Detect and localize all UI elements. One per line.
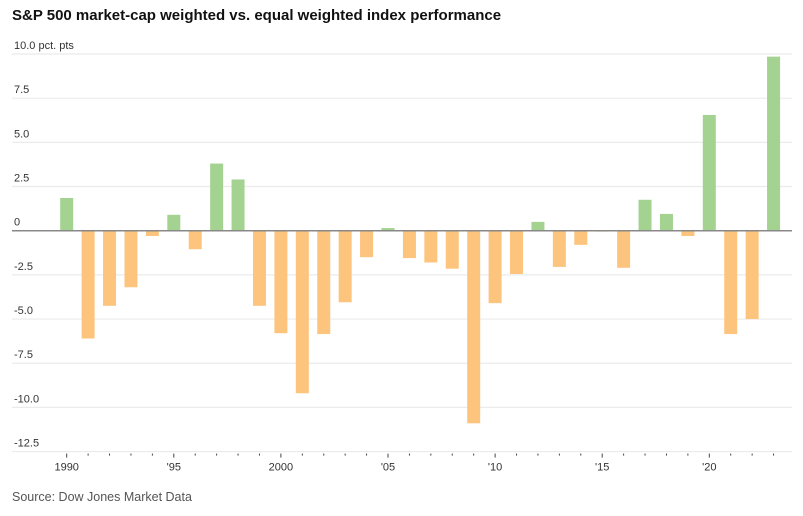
bar-2021 — [724, 230, 738, 335]
y-tick-label: -10.0 — [14, 393, 39, 405]
bar-2012 — [531, 221, 545, 231]
bar-1994 — [145, 230, 159, 237]
bar-2019 — [681, 230, 695, 237]
bar-2009 — [467, 230, 481, 424]
bar-1993 — [124, 230, 138, 288]
bar-2022 — [745, 230, 759, 320]
bar-2023 — [767, 56, 781, 231]
x-tick-label: '15 — [595, 462, 609, 474]
y-tick-label: 7.5 — [14, 84, 29, 96]
y-tick-label: -2.5 — [14, 261, 33, 273]
y-tick-label: -12.5 — [14, 438, 39, 450]
bar-1998 — [231, 179, 245, 231]
source-note: Source: Dow Jones Market Data — [12, 490, 192, 504]
bar-1999 — [252, 230, 266, 306]
bar-1990 — [60, 198, 74, 231]
y-tick-label: 10.0 pct. pts — [14, 40, 74, 52]
bar-2010 — [488, 230, 502, 304]
x-tick-label: 1990 — [54, 462, 78, 474]
bar-2014 — [574, 230, 588, 245]
bar-2001 — [295, 230, 309, 394]
x-tick-label: '20 — [702, 462, 716, 474]
bar-1992 — [103, 230, 117, 306]
bar-2020 — [702, 114, 716, 231]
bar-2003 — [338, 230, 352, 303]
y-tick-label: 2.5 — [14, 173, 29, 185]
bar-2007 — [424, 230, 438, 263]
bar-2017 — [638, 199, 652, 231]
bar-1997 — [210, 163, 224, 231]
bar-1995 — [167, 214, 181, 231]
bar-2000 — [274, 230, 288, 334]
x-tick-label: '95 — [167, 462, 181, 474]
bar-1996 — [188, 230, 202, 250]
x-tick-label: '10 — [488, 462, 502, 474]
bar-2008 — [445, 230, 459, 269]
y-tick-label: 5.0 — [14, 128, 29, 140]
y-tick-label: -5.0 — [14, 305, 33, 317]
bar-2018 — [659, 213, 673, 231]
bar-2002 — [317, 230, 331, 335]
bar-2011 — [510, 230, 524, 274]
x-tick-label: '05 — [381, 462, 395, 474]
bar-2005 — [381, 228, 395, 231]
bar-2016 — [617, 230, 631, 268]
x-tick-label: 2000 — [269, 462, 293, 474]
y-tick-label: 0 — [14, 217, 20, 229]
bar-2004 — [360, 230, 374, 258]
bar-1991 — [81, 230, 95, 339]
bar-2013 — [552, 230, 566, 267]
bar-2006 — [402, 230, 416, 259]
y-tick-label: -7.5 — [14, 349, 33, 361]
chart-title: S&P 500 market-cap weighted vs. equal we… — [12, 7, 502, 24]
